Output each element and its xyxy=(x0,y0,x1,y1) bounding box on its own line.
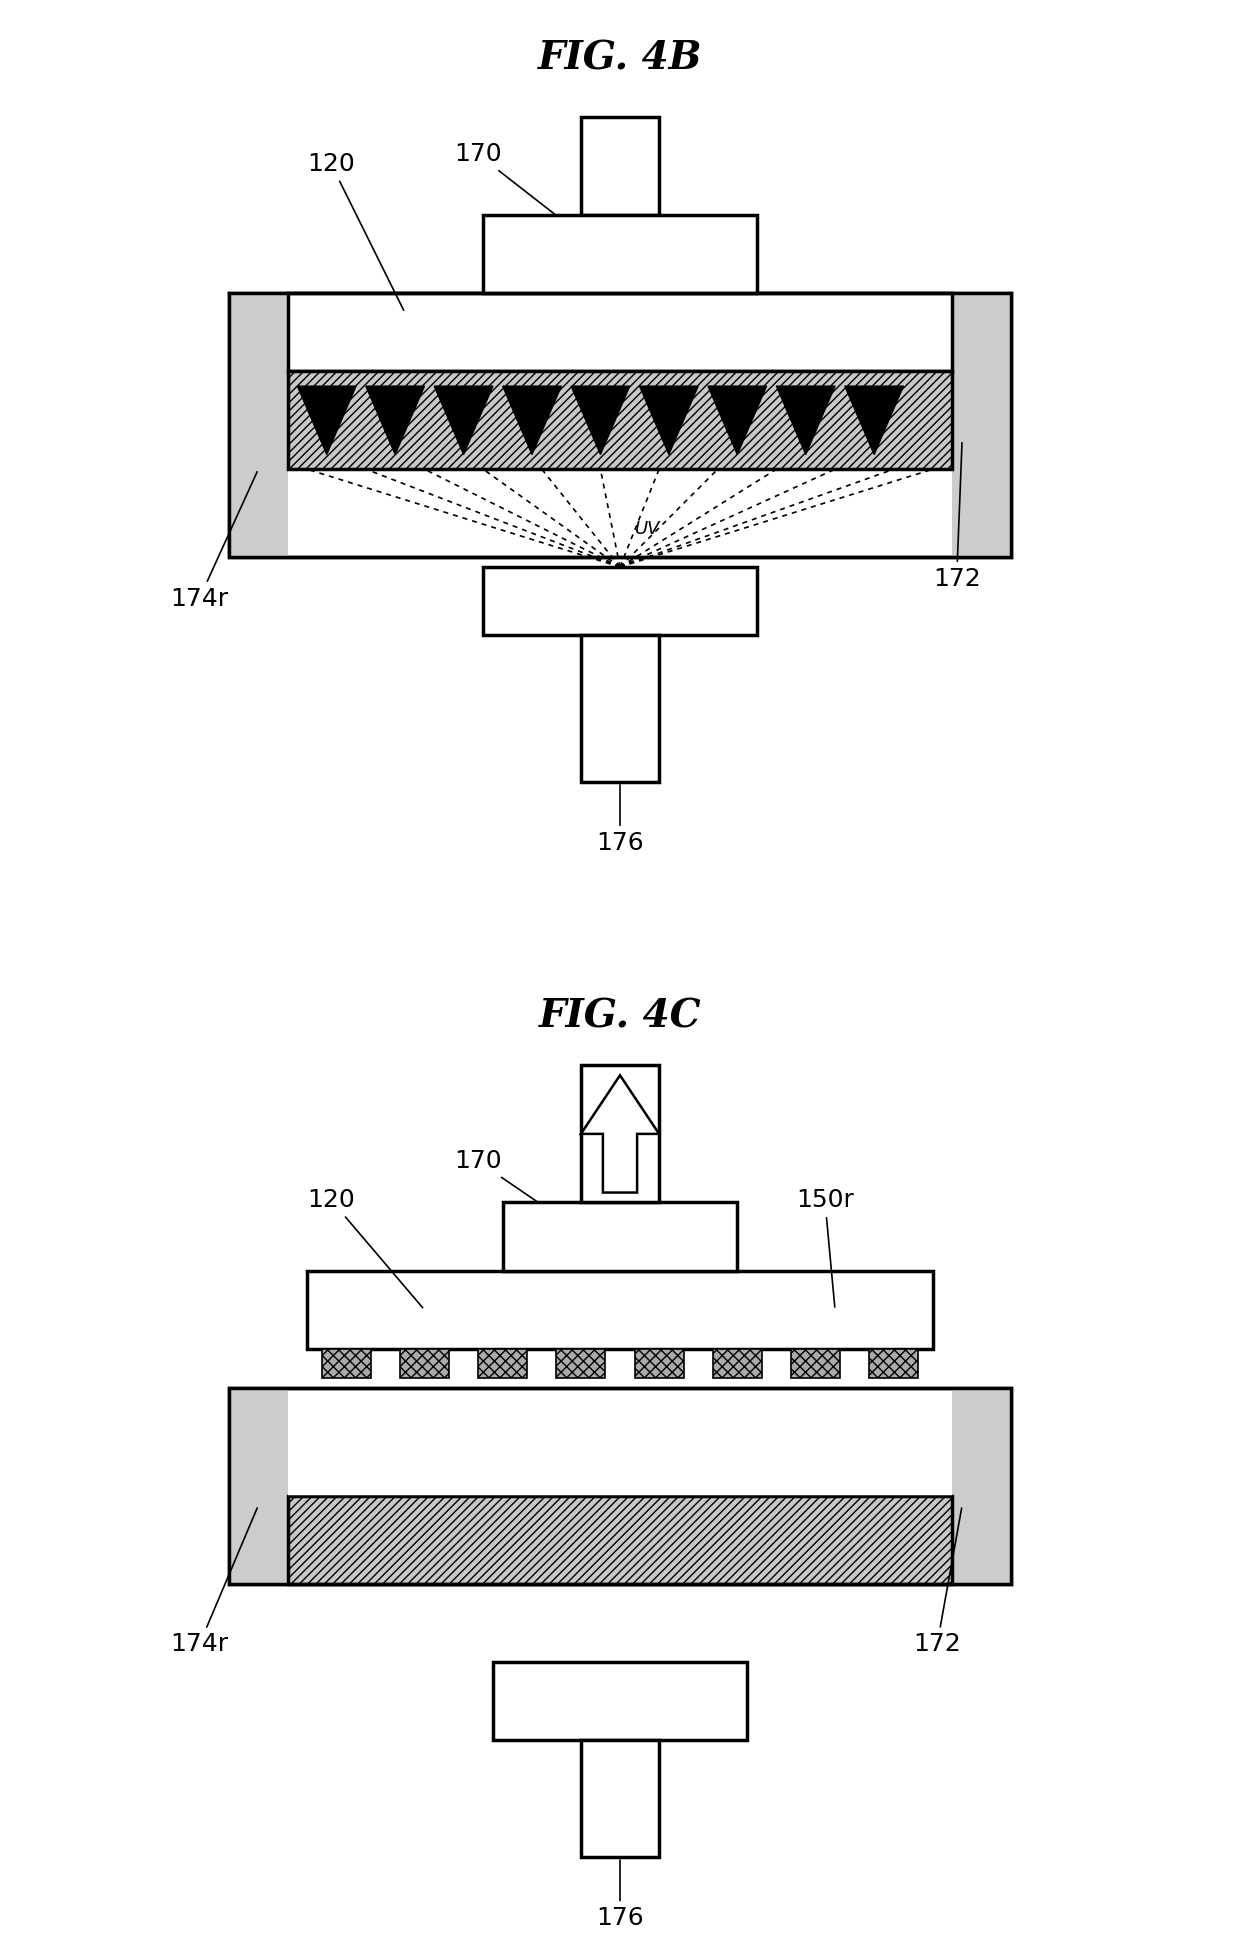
Text: 120: 120 xyxy=(308,1189,423,1308)
Text: 176: 176 xyxy=(596,784,644,854)
Polygon shape xyxy=(502,387,562,456)
Bar xyxy=(229,293,288,557)
Text: 176: 176 xyxy=(596,1859,644,1930)
Polygon shape xyxy=(434,387,494,456)
Bar xyxy=(502,1202,738,1271)
Polygon shape xyxy=(640,387,698,456)
Bar xyxy=(952,293,1011,557)
Bar xyxy=(557,1349,605,1378)
Bar xyxy=(288,371,952,469)
Polygon shape xyxy=(366,387,424,456)
Text: 174r: 174r xyxy=(170,1507,257,1656)
Text: FIG. 4B: FIG. 4B xyxy=(538,39,702,76)
Bar xyxy=(229,1388,1011,1584)
Bar xyxy=(401,1349,449,1378)
Polygon shape xyxy=(844,387,904,456)
Bar xyxy=(479,1349,527,1378)
Bar xyxy=(713,1349,761,1378)
Text: 170: 170 xyxy=(454,143,579,233)
Text: UV: UV xyxy=(635,520,660,538)
Polygon shape xyxy=(776,387,835,456)
Text: 120: 120 xyxy=(308,152,404,311)
Bar xyxy=(484,567,756,635)
Polygon shape xyxy=(708,387,766,456)
Bar xyxy=(288,1408,952,1496)
Bar xyxy=(580,1065,660,1202)
Bar xyxy=(635,1349,683,1378)
FancyArrow shape xyxy=(580,1075,660,1193)
Bar xyxy=(229,293,1011,557)
Bar xyxy=(484,215,756,293)
Bar xyxy=(494,1662,746,1740)
Polygon shape xyxy=(572,387,630,456)
Text: 172: 172 xyxy=(913,1507,962,1656)
Polygon shape xyxy=(298,387,356,456)
Bar xyxy=(308,1271,932,1349)
Bar xyxy=(952,1388,1011,1584)
Bar xyxy=(288,293,952,371)
Bar xyxy=(229,1388,288,1584)
Bar xyxy=(229,293,1011,557)
Text: FIG. 4C: FIG. 4C xyxy=(538,997,702,1034)
Bar xyxy=(322,1349,371,1378)
Bar xyxy=(288,1496,952,1584)
Bar xyxy=(229,1388,1011,1584)
Bar xyxy=(580,1740,660,1857)
Bar xyxy=(869,1349,918,1378)
Text: 172: 172 xyxy=(932,442,981,590)
Bar xyxy=(580,635,660,782)
Text: 150r: 150r xyxy=(796,1189,854,1308)
Bar xyxy=(791,1349,839,1378)
Text: 174r: 174r xyxy=(170,471,257,610)
Bar xyxy=(580,117,660,215)
Text: 170: 170 xyxy=(454,1150,579,1230)
